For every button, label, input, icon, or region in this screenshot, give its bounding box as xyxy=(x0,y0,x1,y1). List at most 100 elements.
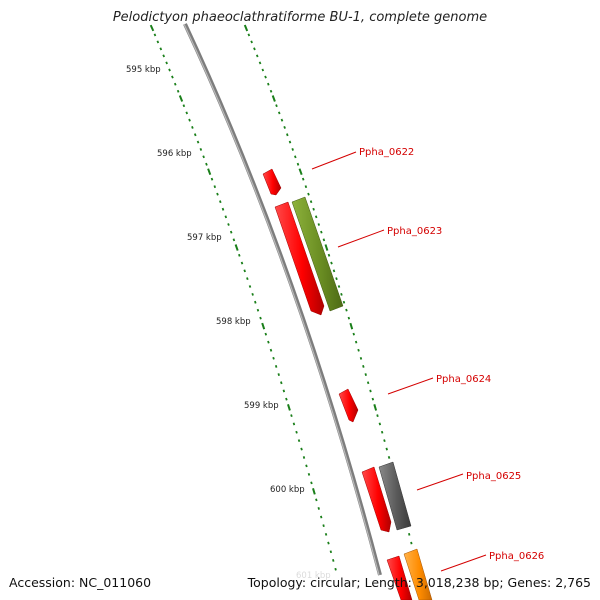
outer-ring-tick xyxy=(364,373,367,376)
inner-ring-tick xyxy=(312,488,316,495)
inner-ring-tick xyxy=(315,498,318,502)
gene-label-ppha-0626[interactable]: Ppha_0626 xyxy=(489,551,544,562)
kbp-label-600: 600 kbp xyxy=(270,485,305,495)
inner-ring-tick xyxy=(188,118,191,122)
inner-ring-tick xyxy=(219,200,222,204)
outer-ring-tick xyxy=(269,89,273,93)
inner-ring-tick xyxy=(173,82,177,86)
inner-ring-tick xyxy=(246,277,249,281)
kbp-label-599: 599 kbp xyxy=(244,401,279,411)
outer-ring-tick xyxy=(309,200,313,204)
inner-ring-tick xyxy=(295,430,298,434)
outer-ring-tick xyxy=(296,162,300,166)
inner-ring-tick xyxy=(238,253,241,257)
genome-summary-text: Topology: circular; Length: 3,018,238 bp… xyxy=(247,575,591,590)
gene-ppha-0623-feature[interactable] xyxy=(274,201,325,316)
inner-ring-tick xyxy=(256,308,260,312)
inner-ring-tick xyxy=(297,439,301,443)
inner-ring-tick xyxy=(334,567,337,571)
inner-ring-tick xyxy=(267,340,270,344)
feature-gray-block[interactable] xyxy=(378,461,412,531)
outer-ring-tick xyxy=(410,541,413,545)
outer-ring-tick xyxy=(324,244,329,251)
outer-ring-tick xyxy=(347,316,351,320)
outer-ring-tick xyxy=(408,532,411,536)
inner-ring-tick xyxy=(300,447,303,451)
inner-ring-tick xyxy=(193,133,197,137)
leader-line-ppha-0625 xyxy=(416,473,464,491)
outer-ring-tick xyxy=(322,238,326,242)
outer-ring-tick xyxy=(378,422,382,426)
inner-ring-tick xyxy=(251,292,254,296)
inner-ring-tick xyxy=(149,24,155,32)
outer-ring-tick xyxy=(283,125,286,129)
outer-ring-tick xyxy=(383,439,386,443)
outer-ring-tick xyxy=(294,155,297,159)
outer-ring-tick xyxy=(304,185,308,189)
inner-ring-tick xyxy=(290,414,293,418)
outer-ring-tick xyxy=(243,24,249,32)
inner-ring-tick xyxy=(199,147,203,151)
outer-ring-tick xyxy=(286,133,289,137)
inner-ring-tick xyxy=(207,168,212,176)
outer-ring-tick xyxy=(345,308,348,312)
inner-ring-tick xyxy=(232,238,236,242)
outer-ring-tick xyxy=(387,456,391,459)
outer-ring-tick xyxy=(271,95,276,102)
inner-ring-tick xyxy=(165,61,168,65)
outer-ring-tick xyxy=(327,253,331,257)
outer-ring-tick xyxy=(267,82,270,86)
gene-label-ppha-0623[interactable]: Ppha_0623 xyxy=(387,226,442,237)
inner-ring-tick xyxy=(282,389,286,393)
outer-ring-tick xyxy=(373,404,378,411)
gene-ppha-0626-feature[interactable] xyxy=(386,555,413,600)
gene-label-ppha-0622[interactable]: Ppha_0622 xyxy=(359,147,414,158)
outer-ring-tick xyxy=(314,215,318,219)
inner-ring-tick xyxy=(248,285,252,288)
feature-green-block[interactable] xyxy=(291,196,344,312)
leader-line-ppha-0623 xyxy=(337,229,385,248)
outer-ring-tick xyxy=(255,54,259,58)
outer-ring-tick xyxy=(359,356,363,360)
inner-ring-tick xyxy=(329,550,333,554)
outer-ring-tick xyxy=(335,277,338,281)
outer-ring-tick xyxy=(288,140,292,144)
gene-label-ppha-0625[interactable]: Ppha_0625 xyxy=(466,471,521,482)
inner-ring-tick xyxy=(240,261,244,265)
inner-ring-tick xyxy=(221,207,225,211)
inner-ring-tick xyxy=(254,300,257,304)
accession-text: Accession: NC_011060 xyxy=(9,575,152,590)
outer-ring-tick xyxy=(298,168,303,176)
genome-backbone xyxy=(183,23,382,576)
outer-ring-tick xyxy=(330,261,333,265)
outer-ring-tick xyxy=(307,192,310,196)
inner-ring-tick xyxy=(317,507,320,510)
genome-backbone-highlight xyxy=(183,23,380,576)
inner-ring-tick xyxy=(322,524,325,528)
inner-ring-tick xyxy=(182,104,186,108)
kbp-label-595: 595 kbp xyxy=(126,65,161,75)
inner-ring-tick xyxy=(324,532,328,536)
outer-ring-tick xyxy=(352,332,355,336)
gene-ppha-0622-feature[interactable] xyxy=(262,168,282,196)
leader-line-ppha-0622 xyxy=(311,151,357,170)
gene-ppha-0624-feature[interactable] xyxy=(338,388,359,423)
inner-ring-tick xyxy=(224,215,228,219)
gene-label-ppha-0624[interactable]: Ppha_0624 xyxy=(436,374,491,385)
outer-ring-tick xyxy=(332,269,336,273)
inner-ring-tick xyxy=(159,47,163,51)
leader-line-ppha-0624 xyxy=(387,377,434,395)
gene-ppha-0625-feature[interactable] xyxy=(361,466,392,533)
outer-ring-tick xyxy=(337,285,341,288)
outer-ring-tick xyxy=(357,348,360,352)
outer-ring-tick xyxy=(371,397,375,401)
feature-orange-block[interactable] xyxy=(403,548,433,600)
outer-ring-tick xyxy=(340,292,343,296)
inner-ring-tick xyxy=(162,54,166,58)
map-title: Pelodictyon phaeoclathratiforme BU-1, co… xyxy=(112,10,488,25)
inner-ring-tick xyxy=(280,381,283,385)
inner-ring-tick xyxy=(310,481,313,485)
kbp-label-598: 598 kbp xyxy=(216,317,251,327)
